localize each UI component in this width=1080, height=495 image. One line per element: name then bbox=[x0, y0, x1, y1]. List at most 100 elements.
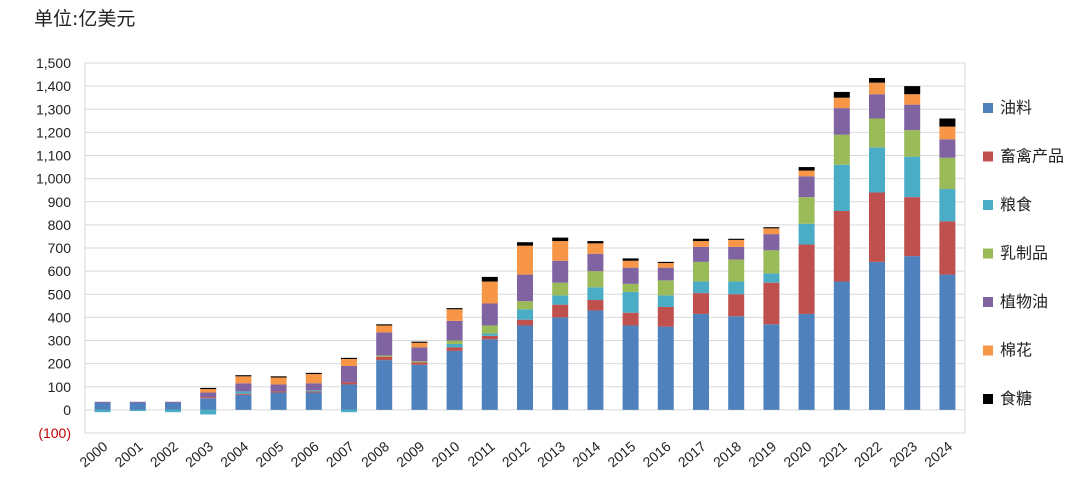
bar-segment bbox=[622, 260, 639, 268]
bar-segment bbox=[622, 258, 639, 261]
bar-segment bbox=[200, 398, 217, 410]
bar-segment bbox=[657, 267, 674, 281]
bar-segment bbox=[341, 409, 357, 413]
bar-segment bbox=[798, 244, 815, 314]
bar-segment bbox=[235, 383, 252, 392]
y-tick-label: 200 bbox=[48, 356, 72, 372]
bar-segment bbox=[657, 326, 674, 410]
bar-segment bbox=[270, 377, 287, 385]
bar-segment bbox=[657, 263, 674, 268]
bar-segment bbox=[763, 282, 780, 325]
bar-segment bbox=[305, 391, 322, 393]
bar-segment bbox=[693, 281, 709, 294]
x-tick-label: 2000 bbox=[76, 438, 110, 470]
bar-segment bbox=[235, 376, 252, 384]
bar-segment bbox=[481, 339, 498, 410]
bar-segment bbox=[411, 341, 428, 343]
bar-segment bbox=[763, 324, 780, 410]
bar-segment bbox=[517, 274, 533, 302]
bar-segment bbox=[798, 223, 815, 245]
x-tick-label: 2014 bbox=[569, 438, 603, 470]
bar-segment bbox=[446, 343, 463, 348]
bar-segment bbox=[869, 82, 885, 95]
bar-segment bbox=[798, 197, 815, 224]
legend-label: 食糖 bbox=[1000, 389, 1032, 408]
bar-segment bbox=[833, 211, 850, 282]
legend-swatch bbox=[983, 103, 993, 113]
legend-swatch bbox=[983, 248, 993, 259]
bar-segment bbox=[411, 362, 428, 365]
legend-label: 粮食 bbox=[1000, 195, 1032, 214]
bar-segment bbox=[341, 384, 357, 410]
bar-segment bbox=[904, 104, 921, 131]
bar-segment bbox=[763, 273, 780, 283]
bar-segment bbox=[622, 267, 639, 284]
bar-segment bbox=[94, 409, 111, 413]
bar-segment bbox=[376, 332, 393, 356]
x-tick-label: 2023 bbox=[886, 438, 920, 470]
bar-segment bbox=[939, 126, 956, 140]
bar-segment bbox=[517, 325, 533, 410]
bar-segment bbox=[798, 313, 815, 410]
y-tick-label: 1,400 bbox=[36, 78, 71, 94]
bar-segment bbox=[763, 228, 780, 235]
y-tick-label: 1,000 bbox=[36, 171, 71, 187]
bar-segment bbox=[552, 237, 569, 242]
bar-segment bbox=[798, 167, 815, 171]
bar-segment bbox=[939, 189, 956, 222]
x-tick-label: 2004 bbox=[217, 438, 251, 470]
bar-segment bbox=[129, 401, 146, 403]
bar-segment bbox=[904, 86, 921, 95]
bar-segment bbox=[728, 281, 745, 295]
bar-segment bbox=[376, 325, 393, 333]
bar-segment bbox=[587, 243, 604, 254]
bar-segment bbox=[235, 375, 252, 377]
bar-segment bbox=[270, 391, 287, 393]
bar-segment bbox=[341, 382, 357, 385]
legend-label: 畜禽产品 bbox=[1000, 147, 1064, 166]
y-tick-label: 1,500 bbox=[36, 55, 71, 71]
bar-segment bbox=[763, 234, 780, 251]
x-axis-tick-labels: 2000 2001 2002 2003 2004 2005 2006 2007 2008 2009… bbox=[76, 438, 955, 470]
bar-segment bbox=[376, 324, 393, 326]
y-tick-label: 1,200 bbox=[36, 124, 71, 140]
bar-segment bbox=[481, 303, 498, 326]
bar-segment bbox=[270, 384, 287, 392]
bar-segment bbox=[446, 347, 463, 351]
y-tick-label: 300 bbox=[48, 333, 72, 349]
bar-segment bbox=[481, 281, 498, 304]
bar-segment bbox=[833, 108, 850, 135]
legend-swatch bbox=[983, 297, 993, 307]
bar-segment bbox=[446, 308, 463, 310]
bar-segment bbox=[481, 333, 498, 336]
bar-segment bbox=[552, 317, 569, 410]
bar-segment bbox=[446, 320, 463, 341]
x-tick-label: 2009 bbox=[393, 438, 427, 470]
bar-segment bbox=[622, 312, 639, 326]
x-tick-label: 2021 bbox=[816, 438, 850, 470]
bar-segment bbox=[552, 260, 569, 283]
y-tick-label: 100 bbox=[48, 379, 72, 395]
x-tick-label: 2003 bbox=[182, 438, 216, 470]
bar-segment bbox=[552, 241, 569, 261]
bar-segment bbox=[235, 393, 252, 395]
bar-segment bbox=[587, 253, 604, 272]
bar-segment bbox=[728, 246, 745, 260]
bar-segment bbox=[728, 259, 745, 282]
bar-segment bbox=[798, 170, 815, 177]
bar-segment bbox=[904, 156, 921, 198]
bar-segment bbox=[657, 295, 674, 307]
bar-segment bbox=[129, 409, 146, 412]
x-tick-label: 2019 bbox=[745, 438, 779, 470]
bar-segment bbox=[235, 391, 252, 394]
bar-segment bbox=[939, 274, 956, 410]
bar-segment bbox=[587, 287, 604, 301]
bar-segment bbox=[657, 261, 674, 264]
bar-segment bbox=[235, 394, 252, 410]
y-tick-label: (100) bbox=[38, 425, 71, 441]
x-tick-label: 2020 bbox=[780, 438, 814, 470]
y-tick-label: 900 bbox=[48, 194, 72, 210]
bar-segment bbox=[693, 293, 709, 314]
bar-segment bbox=[446, 340, 463, 344]
